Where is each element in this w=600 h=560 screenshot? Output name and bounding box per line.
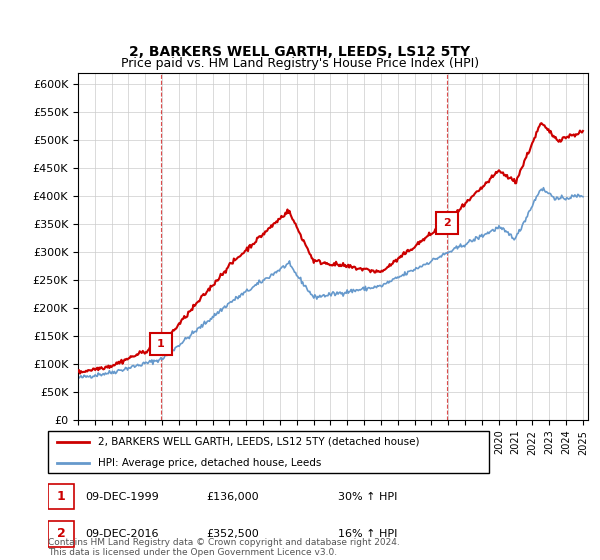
Text: 2: 2 — [57, 528, 65, 540]
Text: 1: 1 — [157, 339, 164, 349]
Text: Price paid vs. HM Land Registry's House Price Index (HPI): Price paid vs. HM Land Registry's House … — [121, 57, 479, 70]
Text: Contains HM Land Registry data © Crown copyright and database right 2024.
This d: Contains HM Land Registry data © Crown c… — [48, 538, 400, 557]
Text: 2, BARKERS WELL GARTH, LEEDS, LS12 5TY (detached house): 2, BARKERS WELL GARTH, LEEDS, LS12 5TY (… — [97, 437, 419, 447]
Text: 16% ↑ HPI: 16% ↑ HPI — [338, 529, 398, 539]
Text: 2, BARKERS WELL GARTH, LEEDS, LS12 5TY: 2, BARKERS WELL GARTH, LEEDS, LS12 5TY — [130, 45, 470, 59]
Text: 1: 1 — [57, 490, 65, 503]
FancyBboxPatch shape — [48, 484, 74, 510]
Text: £352,500: £352,500 — [206, 529, 259, 539]
FancyBboxPatch shape — [48, 431, 489, 473]
Text: 09-DEC-1999: 09-DEC-1999 — [85, 492, 159, 502]
Text: 30% ↑ HPI: 30% ↑ HPI — [338, 492, 398, 502]
Text: HPI: Average price, detached house, Leeds: HPI: Average price, detached house, Leed… — [97, 458, 321, 468]
FancyBboxPatch shape — [48, 521, 74, 547]
Text: £136,000: £136,000 — [206, 492, 259, 502]
Text: 2: 2 — [443, 218, 451, 227]
Text: 09-DEC-2016: 09-DEC-2016 — [85, 529, 158, 539]
